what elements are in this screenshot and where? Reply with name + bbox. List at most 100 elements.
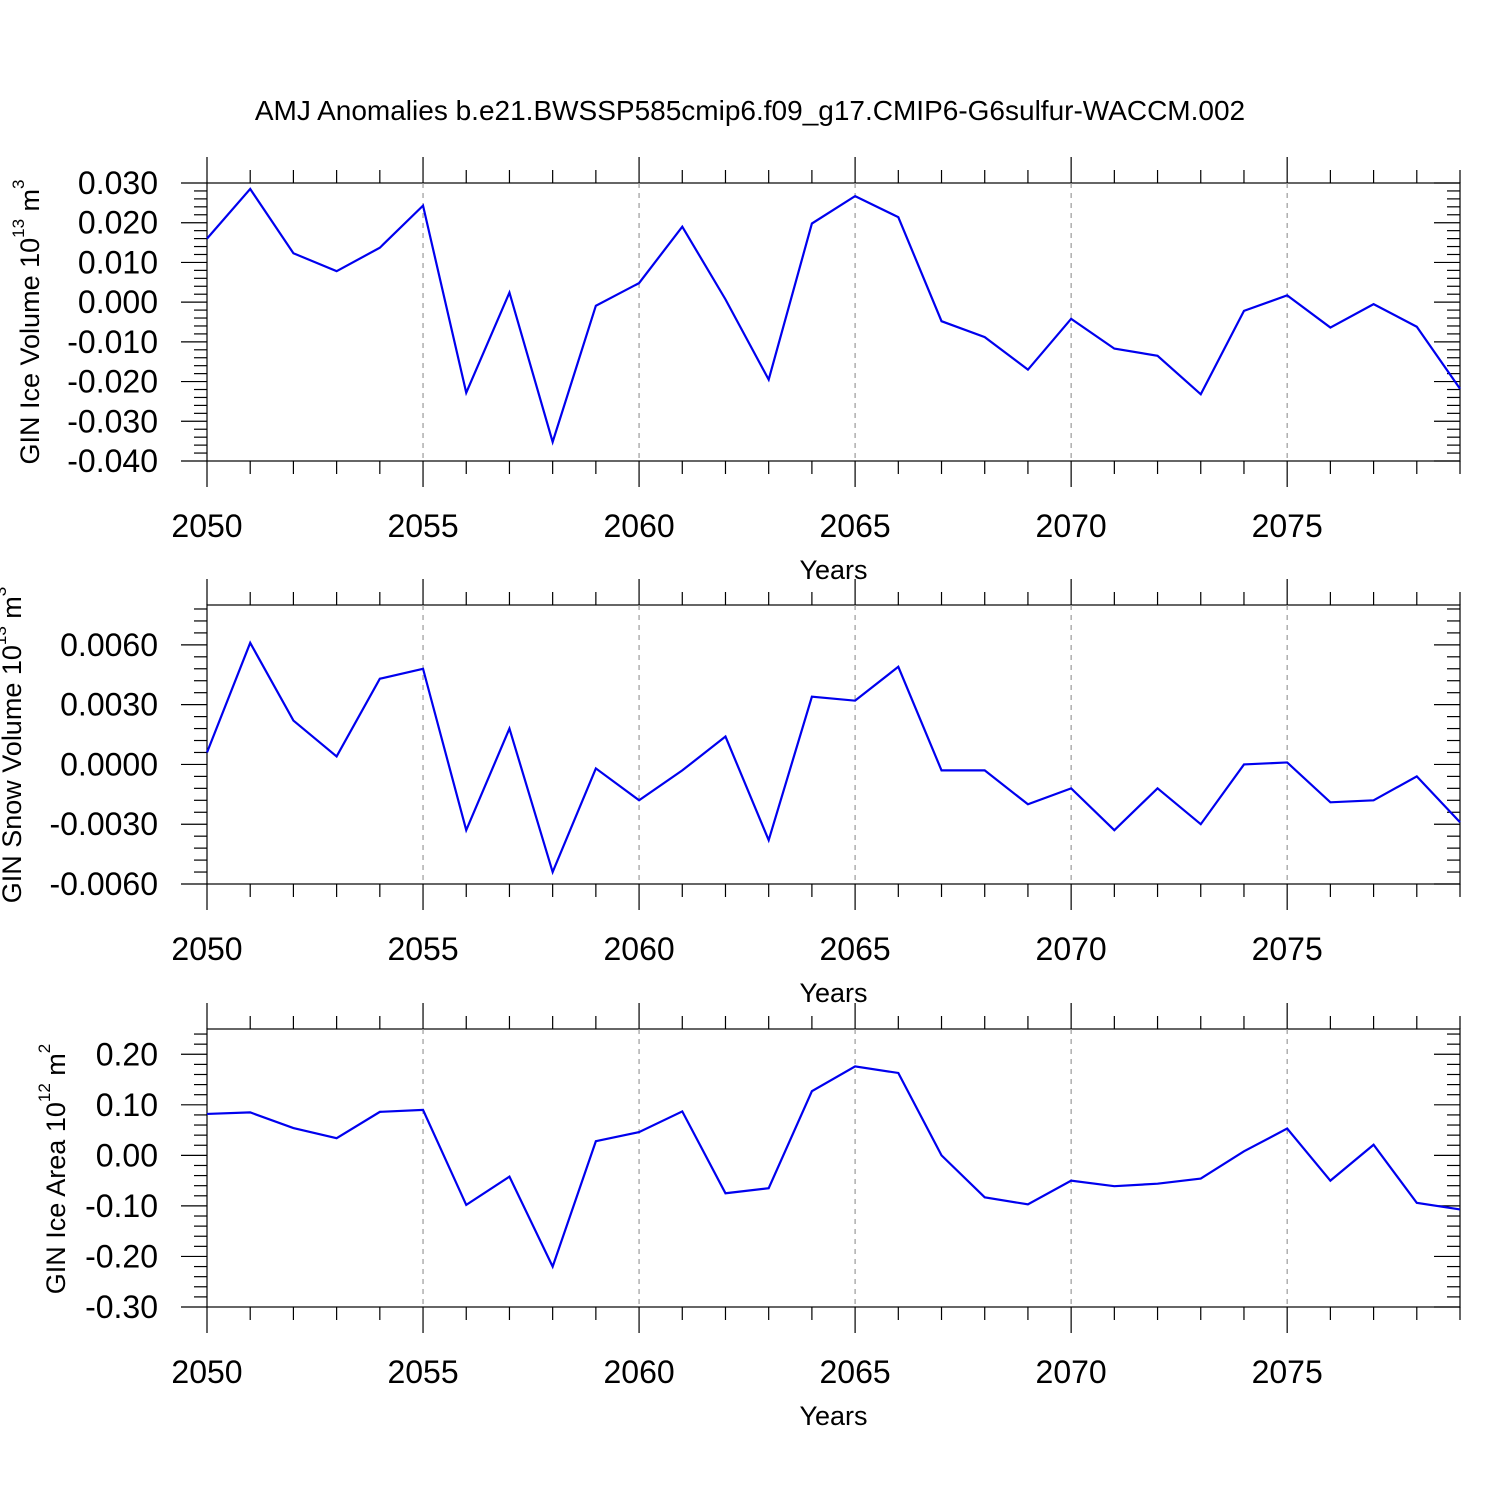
plot-frame (206, 604, 1461, 885)
y-tick-label: 0.20 (96, 1036, 158, 1072)
data-point (1243, 763, 1245, 765)
data-point (768, 839, 770, 841)
data-point (1070, 1180, 1072, 1182)
data-point (638, 799, 640, 801)
data-point (422, 668, 424, 670)
y-axis-title-exponent: 12 (35, 1083, 54, 1102)
data-point (249, 1111, 251, 1113)
y-axis-title-main: GIN Snow Volume 10 (0, 645, 27, 903)
data-point (1373, 1144, 1375, 1146)
data-point (1027, 803, 1029, 805)
data-point (508, 292, 510, 294)
y-axis-title-exponent: 13 (0, 626, 10, 645)
data-point (1286, 294, 1288, 296)
data-point (1243, 310, 1245, 312)
panel-ice-area: 2050 2055 2060 2065 2070 2075 Years -0.30 -0.20 -… (35, 1003, 1461, 1431)
x-tick-label: 2050 (171, 508, 242, 544)
panel-ice-volume: 2050 2055 2060 2065 2070 2075 Years -0.040 -0.03… (9, 157, 1461, 585)
x-tick-label: 2065 (820, 1354, 891, 1390)
data-point (681, 1110, 683, 1112)
y-axis-title: GIN Ice Area 1012 m2 (35, 1044, 71, 1295)
data-point (768, 1187, 770, 1189)
data-point (638, 1131, 640, 1133)
y-tick-label: -0.10 (85, 1188, 158, 1224)
data-point (1200, 823, 1202, 825)
x-tick-label: 2060 (603, 508, 674, 544)
data-point (897, 1072, 899, 1074)
y-tick-label: -0.040 (67, 443, 158, 479)
data-point (1459, 388, 1461, 390)
data-point (206, 238, 208, 240)
data-point (1459, 821, 1461, 823)
series-line (206, 187, 1461, 446)
data-point (1416, 1202, 1418, 1204)
y-axis-title-main: GIN Ice Volume 10 (15, 238, 45, 465)
data-point (941, 769, 943, 771)
data-point (336, 1137, 338, 1139)
data-point (1286, 1128, 1288, 1130)
data-point (379, 678, 381, 680)
x-tick-label: 2055 (387, 931, 458, 967)
y-tick-label: 0.020 (78, 205, 158, 241)
y-tick-label: -0.30 (85, 1289, 158, 1325)
data-point (206, 751, 208, 753)
y-tick-label: 0.00 (96, 1137, 158, 1173)
data-point (984, 336, 986, 338)
data-point (595, 767, 597, 769)
x-tick-label: 2075 (1252, 1354, 1323, 1390)
data-point (552, 441, 554, 443)
x-tick-label: 2070 (1036, 508, 1107, 544)
data-point (508, 728, 510, 730)
data-point (1113, 348, 1115, 350)
plot-frame (206, 1028, 1461, 1308)
data-point (1027, 1203, 1029, 1205)
data-point (941, 1154, 943, 1156)
x-tick-label: 2065 (820, 508, 891, 544)
x-axis-title: Years (799, 978, 867, 1008)
data-point (811, 223, 813, 225)
data-point (1070, 787, 1072, 789)
y-axis-title-unit-exponent: 3 (9, 179, 28, 188)
data-point (724, 298, 726, 300)
data-point (1329, 327, 1331, 329)
data-point (1157, 355, 1159, 357)
data-point (1329, 1180, 1331, 1182)
y-tick-label: -0.010 (67, 324, 158, 360)
data-point (984, 769, 986, 771)
data-point (1373, 799, 1375, 801)
figure-title: AMJ Anomalies b.e21.BWSSP585cmip6.f09_g1… (255, 95, 1245, 126)
data-point (1070, 318, 1072, 320)
data-point (336, 755, 338, 757)
x-tick-label: 2060 (603, 931, 674, 967)
y-axis-title: GIN Snow Volume 1013 m3 (0, 587, 27, 904)
data-point (1200, 1178, 1202, 1180)
data-point (1157, 1183, 1159, 1185)
data-point (1027, 369, 1029, 371)
data-point (768, 379, 770, 381)
x-tick-label: 2055 (387, 508, 458, 544)
y-axis-title-main: GIN Ice Area 10 (41, 1102, 71, 1294)
series-line (205, 640, 1461, 876)
data-point (638, 282, 640, 284)
x-tick-label: 2065 (820, 931, 891, 967)
plot-frame (206, 182, 1461, 462)
data-point (854, 195, 856, 197)
data-point (552, 871, 554, 873)
y-tick-label: 0.000 (78, 284, 158, 320)
y-axis-title-unit-exponent: 2 (35, 1044, 54, 1053)
y-tick-label: -0.20 (85, 1238, 158, 1274)
data-point (724, 1192, 726, 1194)
data-point (1200, 393, 1202, 395)
data-point (249, 188, 251, 190)
data-point (897, 216, 899, 218)
x-tick-label: 2070 (1036, 931, 1107, 967)
y-tick-label: -0.0030 (49, 806, 158, 842)
x-axis-title: Years (799, 1401, 867, 1431)
data-point (249, 642, 251, 644)
data-point (1113, 1185, 1115, 1187)
data-point (422, 1109, 424, 1111)
y-axis-title-exponent: 13 (9, 219, 28, 238)
x-tick-label: 2060 (603, 1354, 674, 1390)
y-axis-title-unit: m (15, 189, 45, 219)
